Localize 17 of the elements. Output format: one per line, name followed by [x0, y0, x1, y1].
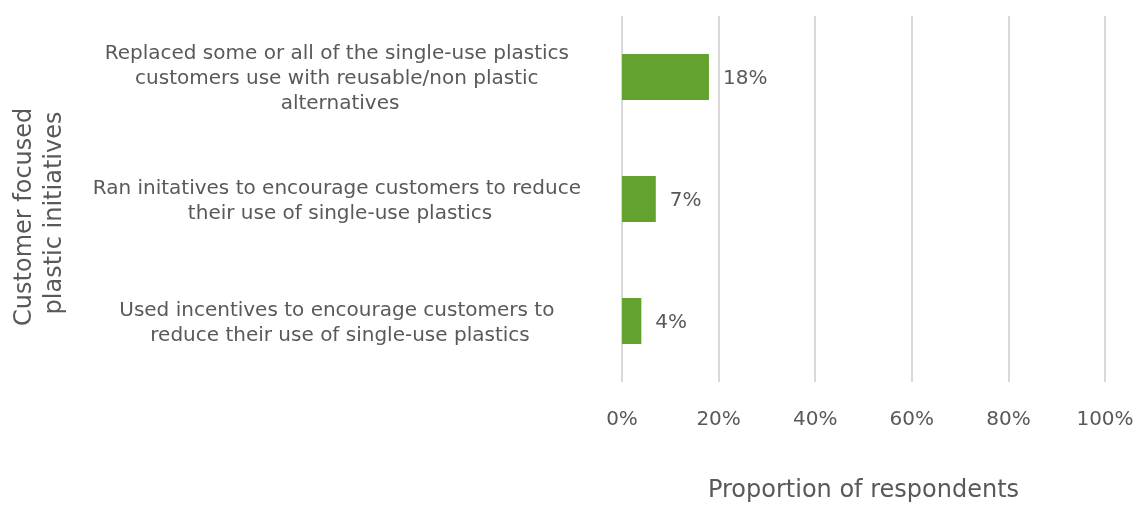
bar: [622, 298, 642, 344]
x-tick-label: 40%: [792, 406, 838, 430]
x-tick-label: 100%: [1076, 406, 1134, 430]
y-tick-label: Ran initatives to encourage customers to reduce their use of single-use plastics: [92, 174, 588, 224]
x-tick-label: 60%: [889, 406, 935, 430]
data-label: 7%: [669, 187, 702, 211]
x-tick-label: 0%: [606, 406, 638, 430]
y-tick-label: Used incentives to encourage customers to reduce their use of single-use plastics: [119, 296, 561, 346]
x-tick-label: 20%: [696, 406, 741, 430]
data-label: 18%: [722, 65, 768, 89]
bar: [622, 176, 656, 222]
bar: [622, 54, 709, 100]
data-label: 4%: [655, 309, 688, 333]
x-axis-title: Proportion of respondents: [707, 475, 1020, 503]
x-tick-label: 80%: [986, 406, 1031, 430]
y-axis-title: Customer focused plastic initiatives: [9, 100, 67, 326]
y-tick-label: Replaced some or all of the single-use plastics customers use with reusable/non plastic alternatives: [104, 40, 576, 114]
